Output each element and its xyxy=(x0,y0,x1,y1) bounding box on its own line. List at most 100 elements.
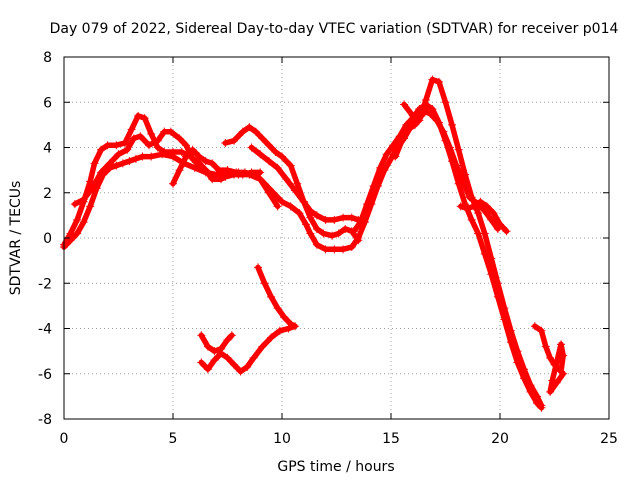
x-tick-label: 5 xyxy=(169,431,178,447)
data-point-marker xyxy=(389,141,398,150)
data-point-marker xyxy=(448,120,457,129)
y-tick-label: -8 xyxy=(38,412,52,428)
data-point-marker xyxy=(182,141,191,150)
data-point-marker xyxy=(240,168,249,177)
data-point-marker xyxy=(73,215,82,224)
data-point-marker xyxy=(421,95,430,104)
satellite-track-12 xyxy=(197,263,300,376)
data-point-marker xyxy=(260,179,269,188)
data-point-marker xyxy=(271,148,280,157)
data-point-marker xyxy=(280,313,289,322)
data-point-marker xyxy=(140,114,149,123)
axis-ticks xyxy=(63,56,610,420)
trace-line xyxy=(198,332,235,354)
data-point-marker xyxy=(223,335,232,344)
data-point-marker xyxy=(267,292,276,301)
data-point-marker xyxy=(278,197,286,206)
data-point-marker xyxy=(188,154,197,163)
data-point-marker xyxy=(456,202,465,211)
data-point-marker xyxy=(134,111,143,120)
data-point-marker xyxy=(489,209,498,218)
data-point-marker xyxy=(251,127,260,136)
data-point-marker xyxy=(474,209,483,218)
data-point-marker xyxy=(112,141,121,150)
data-point-marker xyxy=(197,331,206,340)
data-point-marker xyxy=(147,129,156,138)
y-axis-tick-labels: -8 -6 -4 -2 0 2 4 6 8 xyxy=(38,50,52,428)
x-tick-label: 15 xyxy=(382,431,400,447)
data-point-marker xyxy=(175,166,184,175)
data-point-marker xyxy=(223,166,232,175)
data-point-marker xyxy=(79,195,88,204)
satellite-track-13 xyxy=(197,331,236,356)
x-axis-tick-labels: 0 5 10 15 20 25 xyxy=(60,431,618,447)
y-tick-label: 8 xyxy=(43,50,52,66)
data-point-marker xyxy=(448,157,457,166)
data-point-marker xyxy=(70,200,79,209)
data-point-marker xyxy=(245,123,254,132)
trace-line xyxy=(72,128,242,207)
data-point-marker xyxy=(256,150,265,159)
data-point-marker xyxy=(387,154,395,163)
data-point-marker xyxy=(500,304,509,313)
trace-line xyxy=(401,76,545,409)
data-point-marker xyxy=(258,134,267,143)
data-point-marker xyxy=(480,206,489,215)
satellite-track-7 xyxy=(349,100,546,412)
data-point-marker xyxy=(88,184,97,193)
x-tick-label: 10 xyxy=(273,431,291,447)
data-point-marker xyxy=(537,326,546,335)
data-point-marker xyxy=(428,75,437,84)
data-point-marker xyxy=(160,148,169,157)
data-point-marker xyxy=(86,177,95,186)
data-point-marker xyxy=(169,148,177,157)
data-point-marker xyxy=(79,218,88,227)
data-point-marker xyxy=(286,202,295,211)
data-point-marker xyxy=(334,229,343,238)
data-point-marker xyxy=(291,186,300,195)
data-point-marker xyxy=(330,215,339,224)
data-point-marker xyxy=(454,179,463,188)
data-point-marker xyxy=(299,197,308,206)
data-point-marker xyxy=(312,211,321,220)
data-point-marker xyxy=(201,157,210,166)
y-tick-label: 2 xyxy=(43,186,52,202)
data-point-marker xyxy=(319,229,328,238)
data-point-marker xyxy=(258,342,267,351)
data-point-marker xyxy=(312,224,321,233)
data-point-marker xyxy=(214,166,223,175)
data-point-marker xyxy=(546,353,555,362)
data-point-marker xyxy=(203,342,212,351)
data-point-marker xyxy=(269,188,278,197)
data-point-marker xyxy=(230,136,239,145)
data-point-marker xyxy=(541,342,550,351)
data-point-marker xyxy=(121,138,130,147)
data-point-marker xyxy=(339,213,348,222)
satellite-track-8 xyxy=(400,75,546,410)
data-point-marker xyxy=(306,213,315,222)
data-point-marker xyxy=(251,170,260,179)
y-tick-label: 6 xyxy=(43,95,52,111)
data-point-marker xyxy=(264,141,273,150)
data-point-marker xyxy=(408,111,417,120)
data-point-marker xyxy=(546,387,555,396)
data-point-marker xyxy=(397,136,406,145)
data-point-marker xyxy=(147,152,156,161)
data-point-marker xyxy=(153,143,162,152)
data-point-marker xyxy=(363,200,372,209)
data-point-marker xyxy=(496,220,504,229)
data-point-marker xyxy=(295,209,304,218)
data-point-marker xyxy=(369,181,378,190)
data-point-marker xyxy=(293,179,302,188)
data-point-marker xyxy=(177,148,186,157)
data-point-marker xyxy=(203,365,212,374)
data-point-marker xyxy=(526,381,535,390)
data-point-marker xyxy=(182,152,191,161)
data-point-marker xyxy=(210,356,219,365)
data-point-marker xyxy=(282,175,291,184)
data-point-marker xyxy=(125,157,134,166)
data-point-marker xyxy=(417,111,426,120)
data-point-marker xyxy=(223,353,232,362)
trace-line xyxy=(392,104,431,160)
